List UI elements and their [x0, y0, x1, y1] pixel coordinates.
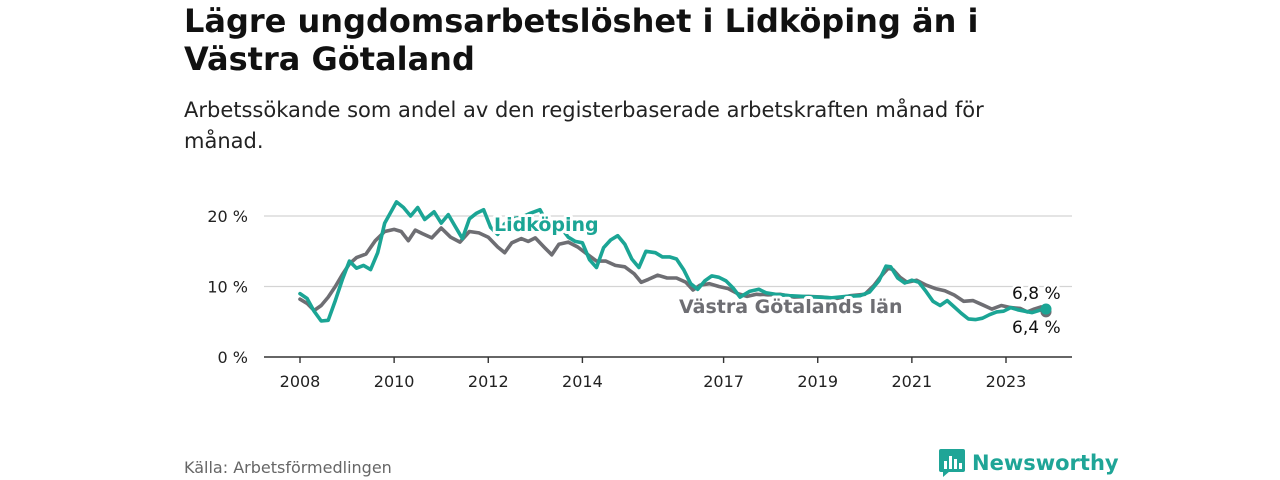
chart-title: Lägre ungdomsarbetslöshet i Lidköping än…	[184, 2, 979, 78]
chart-subtitle: Arbetssökande som andel av den registerb…	[184, 98, 984, 153]
vastra-gotaland-end-value: 6,4 %	[1012, 318, 1061, 338]
x-tick-label: 2008	[280, 372, 321, 391]
lidkoping-end-value-halo: 6,8 %	[1012, 284, 1061, 304]
x-tick-label: 2017	[703, 372, 744, 391]
source-note: Källa: Arbetsförmedlingen	[184, 458, 392, 477]
x-tick-label: 2021	[892, 372, 933, 391]
lidkoping-end-dot	[1040, 303, 1052, 315]
brand-logo: Newsworthy	[938, 448, 1119, 478]
lidkoping-label-halo: Lidköping	[494, 214, 599, 236]
x-tick-label: 2023	[986, 372, 1027, 391]
vastra-gotaland-label-halo: Västra Götalands län	[679, 296, 902, 318]
newsworthy-logo-icon	[939, 449, 965, 477]
x-tick-label: 2010	[374, 372, 415, 391]
brand-name: Newsworthy	[972, 451, 1119, 475]
y-tick-label: 0 %	[218, 348, 248, 367]
y-tick-label: 10 %	[207, 278, 248, 297]
y-tick-label: 20 %	[207, 207, 248, 226]
x-tick-label: 2019	[797, 372, 838, 391]
vastra-gotaland-end-value-halo: 6,4 %	[1012, 318, 1061, 338]
x-tick-label: 2012	[468, 372, 509, 391]
lidkoping-line	[298, 200, 1048, 323]
vastra-gotaland-line	[298, 226, 1048, 314]
lidkoping-label: Lidköping	[494, 214, 599, 236]
line-chart: 0 % 10 % 20 % 2008 2010 2012 2014 2017 2019 2021 2…	[207, 200, 1072, 391]
vastra-gotaland-label: Västra Götalands län	[679, 296, 902, 318]
lidkoping-end-value: 6,8 %	[1012, 284, 1061, 304]
x-tick-label: 2014	[562, 372, 603, 391]
